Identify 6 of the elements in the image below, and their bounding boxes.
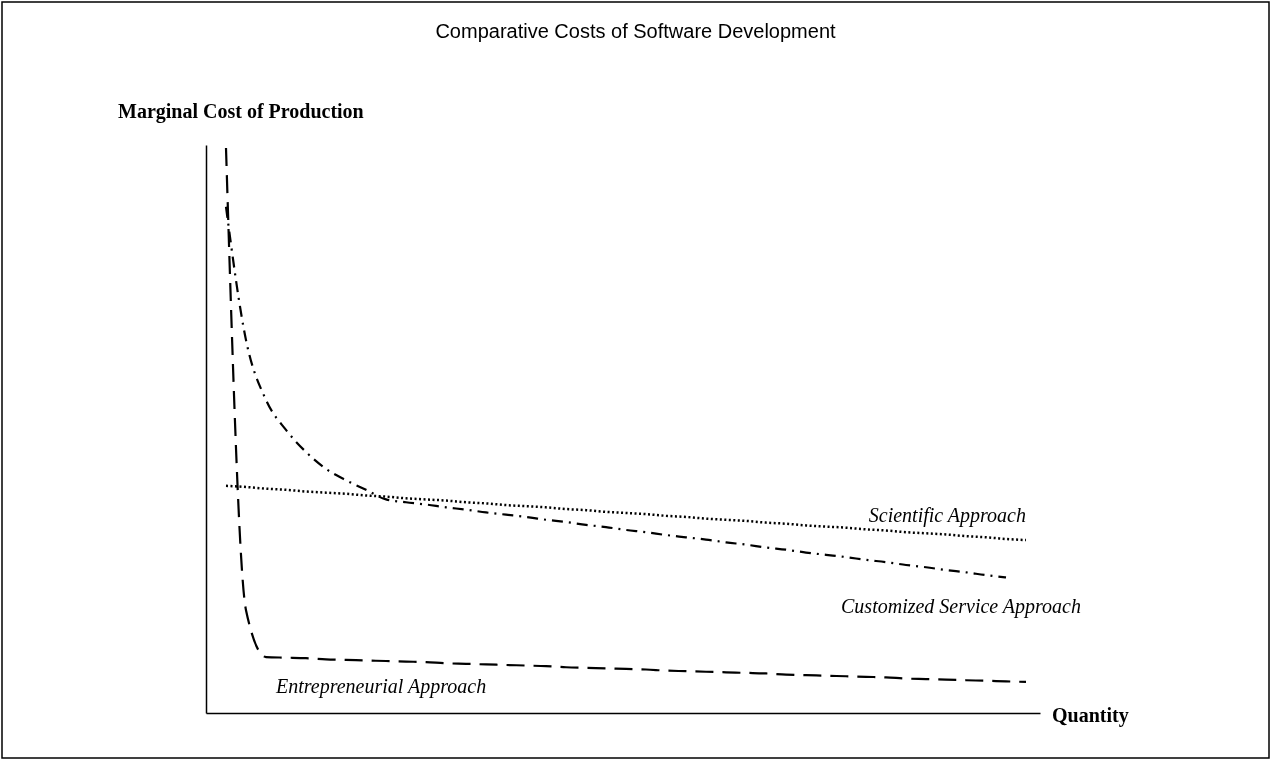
x-axis-title: Quantity	[1052, 704, 1129, 727]
y-axis-title: Marginal Cost of Production	[118, 100, 364, 123]
chart-title: Comparative Costs of Software Development	[435, 20, 837, 42]
series-label: Entrepreneurial Approach	[275, 675, 487, 699]
series-label: Customized Service Approach	[841, 595, 1081, 619]
series-label: Scientific Approach	[868, 504, 1026, 528]
